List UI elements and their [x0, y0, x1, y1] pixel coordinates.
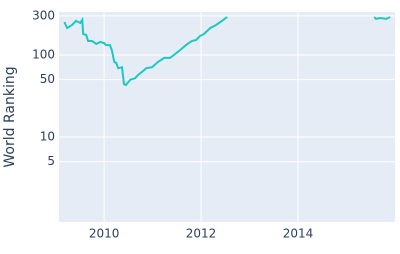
y-tick-label: 10 [40, 129, 55, 143]
y-tick-label: 300 [32, 8, 55, 22]
x-tick-label: 2010 [89, 227, 120, 241]
y-tick-label: 100 [32, 47, 55, 61]
plot-area [59, 12, 395, 222]
line [63, 16, 391, 87]
y-tick-label: 5 [47, 154, 55, 168]
y-tick-label: 50 [40, 72, 55, 86]
x-tick-label: 2012 [186, 227, 217, 241]
y-axis-title: World Ranking [2, 66, 18, 167]
x-tick-label: 2014 [283, 227, 314, 241]
